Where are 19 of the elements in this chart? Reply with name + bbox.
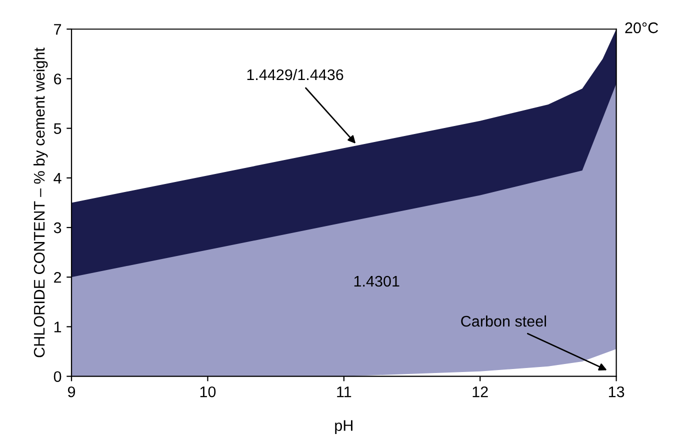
x-tick-label: 9 xyxy=(68,386,76,398)
x-tick-label: 12 xyxy=(472,386,488,398)
y-tick-label: 5 xyxy=(54,123,62,134)
x-tick-label: 10 xyxy=(200,386,216,398)
annotation: Carbon steel xyxy=(461,315,546,327)
x-tick-label: 11 xyxy=(337,386,352,398)
x-tick-label: 13 xyxy=(608,386,624,398)
annotation: 1.4301 xyxy=(354,276,400,287)
y-tick-label: 6 xyxy=(54,74,62,84)
y-tick-label: 7 xyxy=(54,24,62,35)
x-axis-title: pH xyxy=(335,420,352,434)
y-tick-label: 3 xyxy=(54,222,62,234)
text: 20°C xyxy=(625,22,658,34)
y-tick-label: 1 xyxy=(54,322,62,332)
y-tick-label: 4 xyxy=(54,172,62,184)
annotation: 1.4429/1.4436 xyxy=(247,68,344,80)
y-tick-label: 0 xyxy=(54,371,62,382)
y-axis-title: CHLORIDE CONTENT – % by cement weight xyxy=(33,48,48,358)
y-tick-label: 2 xyxy=(54,272,62,283)
